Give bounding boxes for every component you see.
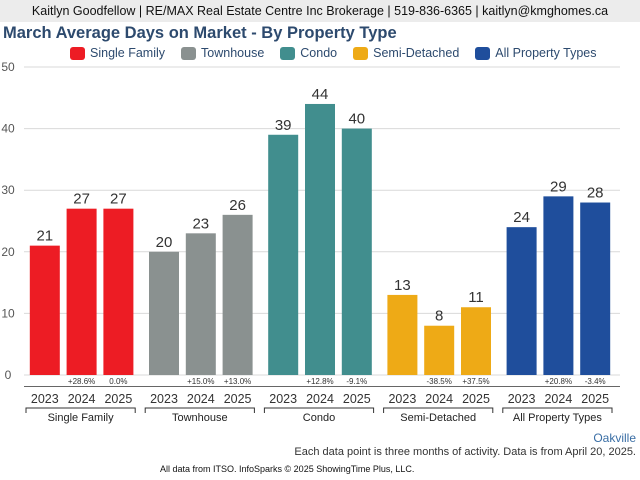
value-label: 21: [36, 228, 53, 245]
legend-label: All Property Types: [495, 46, 597, 60]
year-label: 2025: [224, 392, 252, 406]
group-bracket: [25, 407, 136, 413]
bar-condo-2024: [305, 103, 335, 376]
value-label: 24: [513, 209, 530, 226]
change-label: 0.0%: [109, 377, 127, 386]
year-label: 2024: [425, 392, 453, 406]
year-label: 2023: [388, 392, 416, 406]
group-bracket: [263, 407, 375, 413]
year-label: 2024: [187, 392, 215, 406]
data-source: All data from ITSO. InfoSparks © 2025 Sh…: [160, 464, 415, 474]
data-note: Each data point is three months of activ…: [294, 446, 636, 458]
legend-swatch: [353, 46, 369, 60]
group-bracket: [502, 407, 613, 413]
change-label: -9.1%: [346, 377, 367, 386]
y-tick-label: 0: [5, 368, 12, 382]
change-label: -38.5%: [427, 377, 452, 386]
value-label: 27: [110, 191, 127, 208]
change-label: +20.8%: [545, 377, 572, 386]
bar-townhouse-2023: [149, 251, 179, 375]
change-label: +28.6%: [68, 377, 95, 386]
bar-townhouse-2025: [222, 214, 253, 375]
bar-condo-2023: [268, 134, 299, 375]
year-label: 2023: [31, 392, 59, 406]
y-tick-label: 40: [1, 122, 15, 136]
group-bracket: [383, 407, 494, 413]
y-tick-label: 10: [1, 306, 15, 320]
group-label-all-property-types: All Property Types: [513, 412, 603, 424]
chart-title: March Average Days on Market - By Proper…: [3, 24, 397, 42]
bar-semi-detached-2023: [387, 294, 418, 375]
year-label: 2025: [104, 392, 132, 406]
group-label-condo: Condo: [303, 412, 335, 424]
year-label: 2024: [544, 392, 572, 406]
legend-item-townhouse[interactable]: Townhouse: [181, 46, 264, 60]
legend-label: Single Family: [90, 46, 166, 60]
y-tick-label: 20: [1, 245, 15, 259]
value-label: 44: [312, 86, 329, 103]
legend-label: Condo: [300, 46, 338, 60]
value-label: 40: [348, 111, 365, 128]
bar-all-property-types-2024: [543, 196, 574, 375]
legend-swatch: [181, 46, 197, 60]
year-label: 2023: [269, 392, 297, 406]
year-label: 2024: [68, 392, 96, 406]
change-label: -3.4%: [585, 377, 606, 386]
value-label: 8: [435, 308, 443, 325]
year-label: 2025: [462, 392, 490, 406]
group-label-townhouse: Townhouse: [172, 412, 228, 424]
bar-single-family-2025: [103, 208, 134, 375]
agent-contact-header: Kaitlyn Goodfellow | RE/MAX Real Estate …: [0, 0, 640, 22]
value-label: 29: [550, 178, 567, 195]
legend-item-all-property-types[interactable]: All Property Types: [475, 46, 596, 60]
year-label: 2025: [343, 392, 371, 406]
legend-item-single-family[interactable]: Single Family: [70, 46, 165, 60]
group-bracket: [144, 407, 255, 413]
chart-legend: Single Family Townhouse Condo Semi-Detached…: [70, 44, 596, 62]
value-label: 27: [73, 191, 90, 208]
legend-swatch: [280, 46, 296, 60]
bar-semi-detached-2025: [461, 307, 491, 375]
y-tick-label: 30: [1, 183, 15, 197]
y-tick-label: 50: [1, 60, 15, 74]
bar-townhouse-2024: [185, 233, 216, 375]
change-label: +37.5%: [462, 377, 489, 386]
value-label: 39: [275, 117, 292, 134]
value-label: 11: [468, 289, 484, 306]
legend-swatch: [70, 46, 85, 60]
bar-single-family-2024: [66, 208, 97, 375]
legend-label: Semi-Detached: [373, 46, 460, 60]
value-label: 20: [156, 234, 173, 251]
year-label: 2023: [150, 392, 178, 406]
value-label: 26: [229, 197, 246, 214]
city-label: Oakville: [593, 431, 636, 445]
legend-swatch: [475, 46, 491, 60]
year-label: 2023: [508, 392, 536, 406]
group-label-single-family: Single Family: [48, 412, 115, 424]
bar-condo-2025: [341, 128, 372, 375]
value-label: 23: [192, 215, 209, 232]
legend-item-condo[interactable]: Condo: [280, 46, 337, 60]
value-label: 13: [394, 277, 411, 294]
legend-label: Townhouse: [201, 46, 265, 60]
legend-item-semi-detached[interactable]: Semi-Detached: [353, 46, 459, 60]
group-label-semi-detached: Semi-Detached: [400, 412, 476, 424]
bar-all-property-types-2025: [580, 202, 611, 375]
bar-semi-detached-2024: [424, 325, 455, 375]
change-label: +13.0%: [224, 377, 251, 386]
change-label: +15.0%: [187, 377, 214, 386]
bar-all-property-types-2023: [506, 227, 537, 375]
bar-single-family-2023: [29, 245, 60, 375]
value-label: 28: [587, 185, 604, 202]
year-label: 2024: [306, 392, 334, 406]
year-label: 2025: [581, 392, 609, 406]
change-label: +12.8%: [306, 377, 333, 386]
